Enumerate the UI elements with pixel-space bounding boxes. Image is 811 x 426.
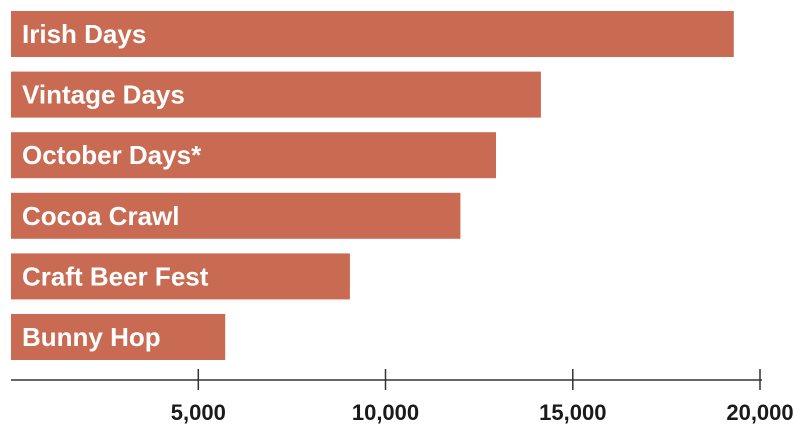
bar-group-october-days: October Days* xyxy=(11,132,496,179)
bar-irish-days xyxy=(11,11,734,57)
bar-bunny-hop xyxy=(11,314,226,360)
bar-group-craft-beer-fest: Craft Beer Fest xyxy=(11,253,350,300)
x-tick-label: 5,000 xyxy=(171,400,226,425)
bar-label-irish-days: Irish Days xyxy=(22,19,146,49)
bars-layer: Irish Days Vintage Days October Days* Cocoa… xyxy=(11,11,734,360)
bar-cocoa-crawl xyxy=(11,192,461,239)
bar-october-days xyxy=(11,132,496,179)
x-tick-label: 20,000 xyxy=(726,400,793,425)
bar-label-bunny-hop: Bunny Hop xyxy=(22,322,161,352)
bar-label-craft-beer-fest: Craft Beer Fest xyxy=(22,261,209,291)
x-tick-label: 10,000 xyxy=(352,400,419,425)
x-tick-label: 15,000 xyxy=(539,400,606,425)
bar-label-cocoa-crawl: Cocoa Crawl xyxy=(22,201,180,231)
bar-vintage-days xyxy=(11,71,541,118)
bar-label-october-days: October Days* xyxy=(22,140,202,170)
bar-group-vintage-days: Vintage Days xyxy=(11,71,541,118)
bar-group-irish-days: Irish Days xyxy=(11,11,734,57)
bar-craft-beer-fest xyxy=(11,253,350,300)
bar-group-bunny-hop: Bunny Hop xyxy=(11,314,226,360)
x-axis: 5,000 10,000 15,000 20,000 xyxy=(11,369,794,425)
bar-group-cocoa-crawl: Cocoa Crawl xyxy=(11,192,461,239)
bar-label-vintage-days: Vintage Days xyxy=(22,80,185,110)
